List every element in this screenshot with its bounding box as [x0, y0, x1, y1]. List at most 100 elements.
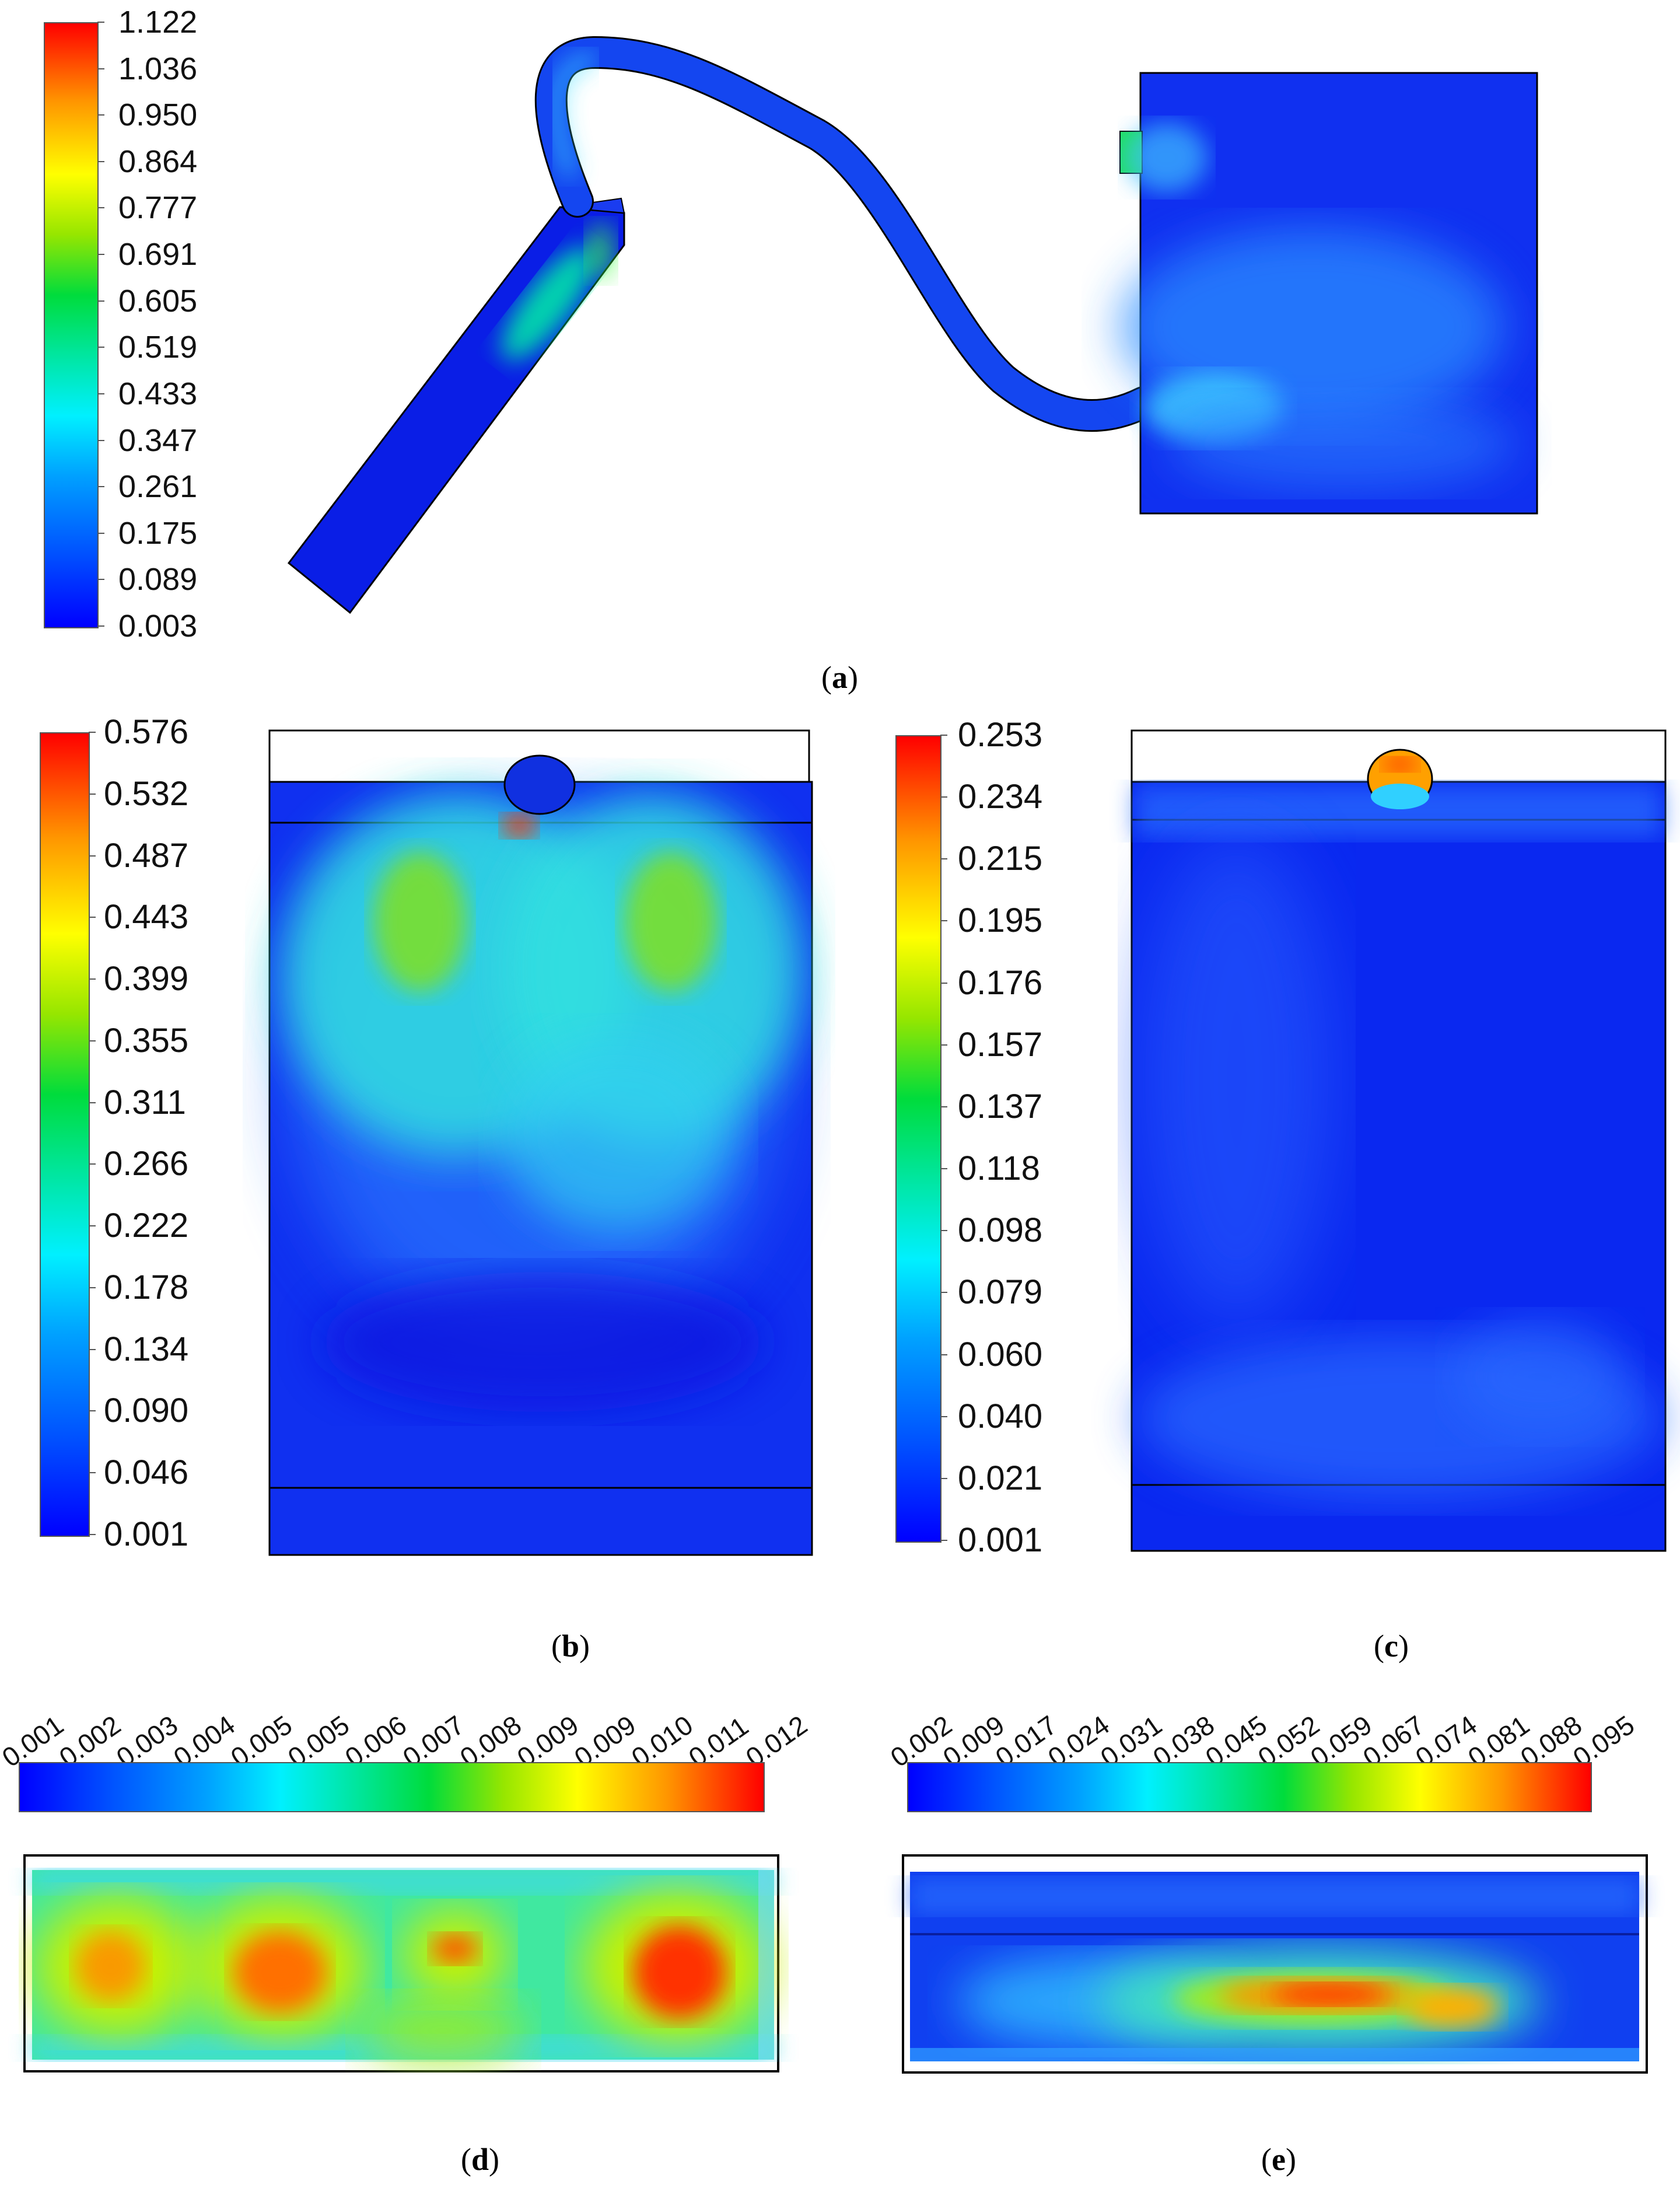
colorbar-a-tick-mark: [97, 347, 104, 348]
colorbar-a-tick-mark: [97, 68, 104, 69]
colorbar-a-tick-label: 0.433: [118, 376, 198, 411]
colorbar-c-tick-mark: [940, 1415, 947, 1417]
panel-d-label: (d): [461, 2142, 500, 2177]
colorbar-c-tick-mark: [940, 796, 947, 798]
colorbar-c-tick-mark: [940, 1106, 947, 1107]
colorbar-a-tick-mark: [97, 532, 104, 534]
colorbar-c-tick-label: 0.021: [958, 1459, 1043, 1497]
colorbar-a-tick-label: 0.691: [118, 237, 198, 272]
colorbar-b-tick-mark: [89, 917, 96, 918]
contour-e: [902, 1854, 1648, 2074]
panel-a: 1.122 1.036 0.950 0.864 0.777 0.691 0.605 0.519…: [0, 0, 1680, 700]
colorbar-a-tick-label: 0.089: [118, 562, 198, 597]
colorbar-a-tick-label: 0.605: [118, 283, 198, 319]
colorbar-a-tick-mark: [97, 22, 104, 23]
colorbar-c-tick-label: 0.118: [958, 1149, 1040, 1188]
colorbar-a-tick-label: 0.347: [118, 422, 198, 458]
colorbar-b-tick-label: 0.355: [104, 1021, 189, 1060]
panel-b: 0.576 0.532 0.487 0.443 0.399 0.355 0.311 0.266…: [0, 700, 840, 1663]
colorbar-b-tick-mark: [89, 855, 96, 857]
colorbar-b-tick-mark: [89, 732, 96, 733]
colorbar-b-tick-mark: [89, 1348, 96, 1350]
colorbar-c-tick-label: 0.098: [958, 1211, 1043, 1250]
colorbar-b-tick-label: 0.532: [104, 774, 189, 813]
colorbar-c-tick-mark: [940, 1354, 947, 1355]
colorbar-a-tick-label: 1.036: [118, 51, 198, 86]
contour-c: [1130, 729, 1667, 1552]
colorbar-b-tick-label: 0.311: [104, 1083, 186, 1121]
colorbar-a-tick-label: 1.122: [118, 5, 198, 40]
panel-d: 0.001 0.002 0.003 0.004 0.005 0.005 0.006 0.007…: [0, 1663, 840, 2188]
colorbar-a-tick-label: 0.777: [118, 190, 198, 226]
geometry-a: [287, 36, 1538, 614]
colorbar-c-tick-label: 0.215: [958, 840, 1043, 878]
colorbar-c-tick-label: 0.079: [958, 1273, 1043, 1312]
colorbar-b-tick-label: 0.399: [104, 960, 189, 998]
colorbar-a-tick-label: 0.175: [118, 515, 198, 551]
colorbar-c-tick-label: 0.157: [958, 1025, 1043, 1064]
colorbar-c-tick-label: 0.060: [958, 1335, 1043, 1373]
colorbar-c-tick-label: 0.001: [958, 1521, 1043, 1559]
colorbar-c-tick-mark: [940, 1540, 947, 1541]
colorbar-c-tick-label: 0.137: [958, 1087, 1043, 1126]
colorbar-c-tick-label: 0.176: [958, 963, 1043, 1002]
colorbar-a-tick-mark: [97, 207, 104, 209]
panel-e: 0.002 0.009 0.017 0.024 0.031 0.038 0.045 0.052…: [840, 1663, 1680, 2188]
colorbar-c-tick-mark: [940, 858, 947, 860]
colorbar-c-tick-mark: [940, 1292, 947, 1294]
colorbar-b-tick-label: 0.266: [104, 1145, 189, 1183]
colorbar-b-tick-label: 0.134: [104, 1330, 189, 1368]
panel-c: 0.253 0.234 0.215 0.195 0.176 0.157 0.137 0.118…: [840, 700, 1680, 1663]
colorbar-a-tick-mark: [97, 625, 104, 627]
colorbar-a-tick-mark: [97, 486, 104, 488]
colorbar-c-tick-mark: [940, 1168, 947, 1170]
colorbar-b-tick-mark: [89, 1472, 96, 1474]
colorbar-a-tick-mark: [97, 300, 104, 302]
colorbar-b-tick-mark: [89, 1040, 96, 1041]
colorbar-a-tick-mark: [97, 393, 104, 394]
panel-c-label: (c): [1374, 1628, 1409, 1663]
contour-b: [268, 729, 813, 1556]
colorbar-b-tick-label: 0.178: [104, 1268, 189, 1306]
contour-d: [23, 1854, 779, 2072]
colorbar-b-tick-mark: [89, 978, 96, 980]
colorbar-b-tick-mark: [89, 1225, 96, 1227]
colorbar-b-tick-mark: [89, 1410, 96, 1412]
panel-b-label: (b): [551, 1628, 590, 1663]
colorbar-b-tick-label: 0.487: [104, 836, 189, 875]
colorbar-a-tick-label: 0.864: [118, 144, 198, 179]
colorbar-b-tick-mark: [89, 1163, 96, 1165]
panel-a-label: (a): [821, 660, 858, 695]
colorbar-b-tick-label: 0.576: [104, 713, 189, 751]
colorbar-b-tick-mark: [89, 1102, 96, 1103]
colorbar-a-tick-mark: [97, 160, 104, 162]
colorbar-c-tick-mark: [940, 920, 947, 922]
panel-e-label: (e): [1261, 2142, 1296, 2177]
colorbar-c-tick-mark: [940, 735, 947, 736]
colorbar-c-tick-mark: [940, 1230, 947, 1232]
colorbar-c-tick-label: 0.253: [958, 716, 1043, 754]
colorbar-e: [907, 1762, 1592, 1812]
colorbar-c-tick-label: 0.195: [958, 901, 1043, 940]
colorbar-a-tick-label: 0.950: [118, 97, 198, 133]
colorbar-a-tick-mark: [97, 114, 104, 116]
colorbar-b-tick-label: 0.443: [104, 898, 189, 936]
colorbar-a-tick-label: 0.261: [118, 469, 198, 505]
colorbar-c-tick-mark: [940, 1477, 947, 1479]
colorbar-a-tick-label: 0.003: [118, 609, 198, 644]
colorbar-c-tick-label: 0.040: [958, 1397, 1043, 1435]
colorbar-a-tick-mark: [97, 439, 104, 441]
colorbar-c-tick-label: 0.234: [958, 778, 1043, 816]
colorbar-a-tick-label: 0.519: [118, 330, 198, 365]
colorbar-a-tick-mark: [97, 254, 104, 256]
colorbar-b-tick-label: 0.001: [104, 1515, 189, 1553]
colorbar-c: [895, 735, 942, 1543]
colorbar-b-tick-label: 0.090: [104, 1392, 189, 1430]
colorbar-b-tick-label: 0.046: [104, 1453, 189, 1492]
colorbar-b: [40, 732, 90, 1537]
colorbar-d: [19, 1762, 765, 1812]
colorbar-c-tick-mark: [940, 982, 947, 984]
colorbar-a-tick-mark: [97, 579, 104, 581]
colorbar-b-tick-mark: [89, 1534, 96, 1535]
colorbar-b-tick-mark: [89, 1287, 96, 1288]
